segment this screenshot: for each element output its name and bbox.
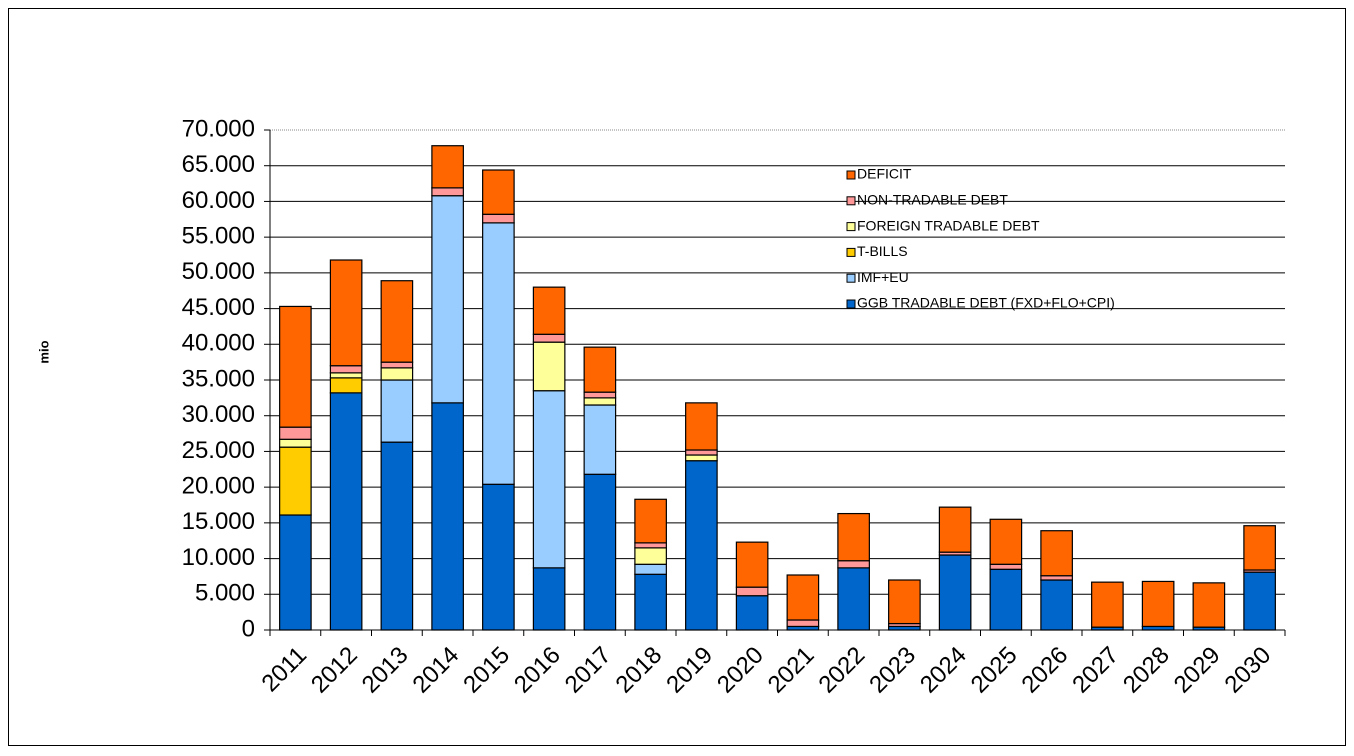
bar-segment — [380, 379, 414, 443]
bar-segment — [329, 259, 363, 367]
y-tick-label: 50.000 — [182, 258, 255, 285]
y-tick-label: 65.000 — [182, 151, 255, 178]
bar-segment — [888, 579, 921, 625]
bar-segment — [279, 426, 312, 440]
legend-swatch — [846, 170, 856, 180]
bar-segment — [1091, 581, 1124, 628]
bar-segment — [938, 506, 972, 553]
legend-label: GGB TRADABLE DEBT (FXD+FLO+CPI) — [857, 295, 1115, 311]
legend-label: DEFICIT — [857, 166, 912, 182]
bar-segment — [279, 438, 312, 448]
legend-swatch — [846, 273, 856, 283]
bar-segment — [482, 483, 515, 631]
bar-segment — [1040, 575, 1073, 581]
bar-segment — [634, 498, 667, 544]
bar-segment — [989, 563, 1023, 570]
y-tick-label: 15.000 — [182, 508, 255, 535]
y-axis-label: mio — [36, 340, 51, 363]
bar-segment — [380, 441, 414, 631]
bar-segment — [685, 454, 718, 462]
bar-segment — [1141, 580, 1175, 628]
bar-segment — [989, 518, 1023, 565]
bar-segment — [735, 541, 769, 588]
bar-segment — [329, 392, 363, 631]
bar-segment — [583, 404, 617, 475]
bar-segment — [1040, 530, 1073, 577]
y-tick-label: 55.000 — [182, 222, 255, 249]
bar-segment — [685, 402, 718, 451]
bar-segment — [989, 568, 1023, 631]
y-tick-label: 25.000 — [182, 437, 255, 464]
bar-segment — [329, 377, 363, 394]
legend-swatch — [846, 299, 856, 309]
bar-segment — [329, 372, 363, 379]
bar-segment — [431, 145, 464, 189]
bar-segment — [837, 567, 870, 631]
bar-segment — [634, 573, 667, 631]
bar-segment — [532, 286, 566, 335]
y-tick-label: 70.000 — [182, 115, 255, 142]
bar-segment — [329, 365, 363, 374]
bar-segment — [837, 512, 870, 562]
bar-segment — [532, 567, 566, 631]
bar-segment — [482, 169, 515, 215]
bar-segment — [634, 547, 667, 565]
bar-segment — [431, 195, 464, 404]
bar-segment — [482, 222, 515, 485]
y-tick-label: 60.000 — [182, 187, 255, 214]
bar-segment — [685, 460, 718, 631]
bar-segment — [583, 391, 617, 399]
bar-segment — [583, 346, 617, 393]
legend-swatch — [846, 247, 856, 257]
y-tick-label: 35.000 — [182, 365, 255, 392]
bar-segment — [583, 473, 617, 631]
bar-segment — [1040, 579, 1073, 631]
bar-segment — [380, 280, 414, 363]
bar-segment — [1243, 571, 1276, 631]
bar-segment — [532, 341, 566, 392]
bar-segment — [482, 213, 515, 224]
y-tick-label: 45.000 — [182, 294, 255, 321]
bar-segment — [380, 367, 414, 381]
bar-segment — [279, 305, 312, 428]
bar-segment — [279, 514, 312, 631]
legend-swatch — [846, 196, 856, 206]
bar-segment — [532, 390, 566, 569]
bar-segment — [583, 397, 617, 406]
legend-swatch — [846, 222, 856, 232]
bar-segment — [685, 449, 718, 456]
y-tick-label: 10.000 — [182, 544, 255, 571]
bar-segment — [431, 402, 464, 631]
bar-segment — [786, 619, 820, 628]
legend-label: NON-TRADABLE DEBT — [857, 192, 1008, 208]
bar-segment — [279, 446, 312, 516]
bar-segment — [735, 595, 769, 631]
y-tick-label: 40.000 — [182, 330, 255, 357]
bar-segment — [532, 333, 566, 343]
legend-label: T-BILLS — [857, 243, 908, 259]
bar-segment — [431, 187, 464, 197]
legend-label: FOREIGN TRADABLE DEBT — [857, 217, 1040, 233]
bar-segment — [380, 361, 414, 369]
y-tick-label: 5.000 — [195, 580, 255, 607]
bar-segment — [938, 554, 972, 631]
y-tick-label: 30.000 — [182, 401, 255, 428]
bar-segment — [837, 560, 870, 569]
bar-segment — [735, 586, 769, 597]
bar-segment — [786, 574, 820, 621]
legend-label: IMF+EU — [857, 269, 909, 285]
bar-segment — [1243, 525, 1276, 571]
bar-segment — [1192, 582, 1226, 628]
bar-segment — [634, 542, 667, 549]
y-tick-label: 0 — [242, 615, 255, 642]
y-tick-label: 20.000 — [182, 472, 255, 499]
bar-segment — [634, 563, 667, 575]
